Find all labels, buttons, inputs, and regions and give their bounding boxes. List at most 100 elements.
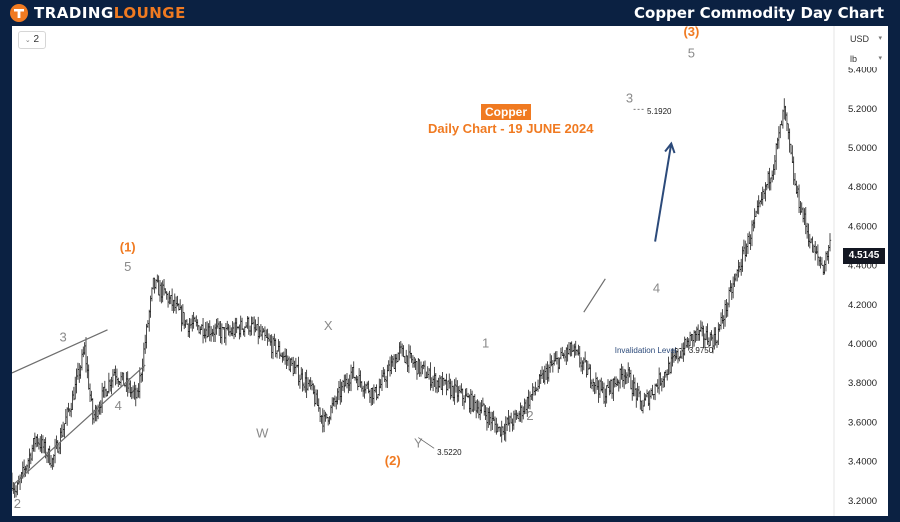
price-bar [355, 375, 358, 384]
top-bar: TRADINGLOUNGE Copper Commodity Day Chart [0, 0, 900, 26]
price-bar [316, 389, 319, 406]
price-bar [684, 338, 688, 349]
price-bar [69, 402, 73, 418]
price-bar [748, 231, 751, 244]
price-bar [304, 371, 307, 393]
wave-label: 3 [60, 330, 67, 345]
price-bar [730, 283, 733, 301]
price-bar [405, 349, 408, 365]
price-bar [29, 452, 33, 465]
price-bar [114, 365, 117, 386]
price-annotation: Invalidation Level [615, 346, 677, 355]
wave-label: X [324, 318, 333, 333]
price-bar [67, 402, 70, 413]
price-bar [239, 315, 242, 338]
price-bar [94, 404, 97, 422]
price-bar [457, 386, 460, 402]
price-bar [30, 444, 34, 461]
price-bar [118, 381, 121, 385]
unit-selector[interactable]: lb ▾ [845, 51, 885, 67]
price-bar [796, 185, 799, 198]
price-bar [423, 360, 427, 379]
price-bar [570, 341, 573, 357]
price-bar [410, 352, 413, 363]
price-bar [454, 377, 458, 393]
price-bar [688, 331, 692, 347]
interval-value: 2 [33, 34, 40, 45]
price-bar [441, 371, 444, 396]
price-bar [141, 358, 144, 382]
price-bar [462, 395, 466, 410]
price-bar [750, 220, 754, 247]
price-bar [520, 405, 524, 423]
price-bar [531, 383, 534, 401]
price-bar [484, 405, 487, 421]
price-bar [199, 326, 202, 335]
price-bar [18, 474, 22, 491]
y-tick-label: 3.2000 [848, 496, 877, 507]
price-bar [435, 380, 439, 394]
current-price-tag: 4.5145 [843, 248, 885, 264]
price-bar [74, 376, 77, 400]
price-bar [360, 381, 364, 392]
price-bar [612, 378, 615, 402]
price-bar [196, 319, 199, 331]
price-bar [243, 326, 246, 337]
price-bar [143, 334, 147, 354]
price-bar [152, 277, 155, 290]
price-bar [110, 376, 113, 395]
price-bar [597, 380, 600, 403]
price-bar [760, 191, 763, 205]
currency-selector[interactable]: USD ▾ [845, 31, 885, 47]
price-bar [216, 317, 220, 329]
price-bar [181, 304, 185, 326]
price-bar [766, 171, 770, 189]
price-bar [491, 411, 494, 430]
price-bar [602, 382, 606, 404]
price-bar [442, 377, 446, 386]
price-bar [635, 388, 638, 408]
price-bar [476, 399, 479, 414]
symbol-badge: Copper [481, 104, 531, 120]
price-bar [489, 411, 493, 432]
price-bar [47, 448, 50, 464]
price-bar [698, 329, 701, 341]
chevron-down-icon: ▾ [878, 55, 882, 62]
price-bar [699, 320, 703, 333]
price-bar [129, 380, 132, 398]
wedge-trendline [12, 364, 146, 486]
price-bar [450, 380, 454, 398]
annotation-leader [418, 437, 435, 449]
price-bar [702, 325, 705, 348]
price-bar [213, 323, 217, 342]
price-bar [415, 361, 419, 380]
price-bar [180, 305, 183, 332]
price-bar [188, 317, 191, 338]
price-bar [781, 109, 785, 129]
price-bar [317, 398, 320, 412]
price-bar [238, 324, 241, 340]
price-bar [803, 208, 806, 226]
price-bar [396, 352, 400, 362]
price-bar [250, 316, 253, 336]
price-bar [390, 354, 393, 375]
interval-selector[interactable]: ⌄ 2 [18, 31, 46, 49]
candlestick-chart[interactable]: 3.2000 3.4000 3.6000 3.8000 4.0000 4.2000 4.40… [12, 26, 888, 516]
price-bar [406, 355, 409, 373]
price-bar [539, 369, 542, 385]
wave-label: (3) [683, 26, 699, 39]
price-bar [483, 403, 486, 416]
price-bar [725, 299, 728, 318]
price-bar [719, 312, 723, 330]
price-bar [512, 410, 516, 430]
price-bar [628, 366, 631, 378]
price-bar [726, 302, 729, 317]
price-bar [805, 222, 809, 239]
price-bar [438, 374, 442, 388]
price-bar [710, 330, 713, 341]
price-bar [500, 420, 503, 443]
price-bar [387, 360, 390, 372]
price-bar [652, 394, 655, 400]
price-bar [818, 256, 821, 267]
price-bar [384, 375, 388, 388]
